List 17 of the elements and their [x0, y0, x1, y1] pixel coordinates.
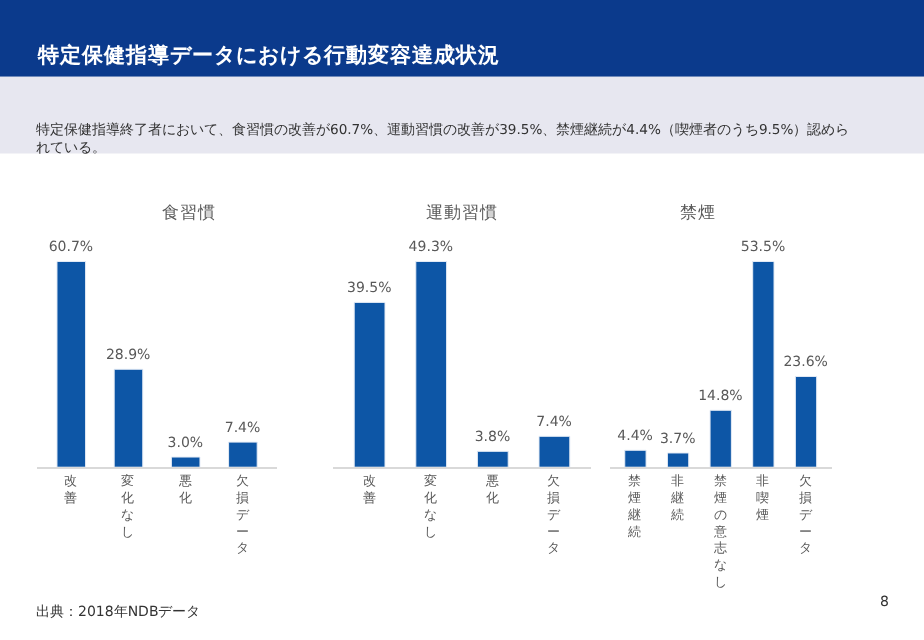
- bar: [538, 435, 571, 468]
- bar: [752, 260, 775, 468]
- bar: [666, 452, 690, 468]
- text: 特定保健指導データにおける行動変容達成状況: [36, 42, 500, 68]
- bar: [170, 456, 201, 468]
- chart-title: 運動習慣: [426, 202, 498, 224]
- bar: [353, 301, 386, 468]
- bar: [228, 441, 258, 468]
- chart-title: 食習慣: [162, 202, 216, 224]
- bar: [415, 260, 448, 468]
- bar: [476, 450, 509, 468]
- bar: [794, 375, 818, 468]
- chart-title: 禁煙: [680, 202, 716, 224]
- bar: [709, 409, 732, 468]
- bar: [56, 260, 87, 468]
- bar: [113, 368, 144, 468]
- bar: [624, 449, 647, 468]
